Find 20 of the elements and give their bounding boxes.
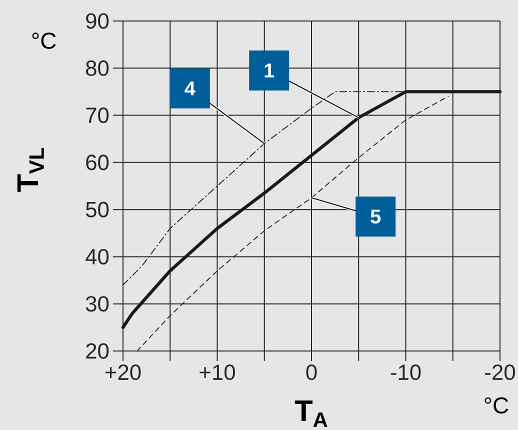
x-tick-label: 0 xyxy=(306,364,317,380)
y-tick-label: 90 xyxy=(86,13,109,29)
text: 4 xyxy=(184,82,196,96)
text: 1 xyxy=(264,64,274,78)
text: °C xyxy=(32,32,56,49)
y-tick-label: 30 xyxy=(86,296,109,312)
x-tick-label: -20 xyxy=(485,364,515,380)
y-axis-title: T$_{VL}$ xyxy=(17,148,44,192)
y-tick-label: 40 xyxy=(86,248,109,264)
x-tick-label: +20 xyxy=(105,364,141,380)
y-tick-label: 20 xyxy=(86,343,109,359)
x-tick-label: +10 xyxy=(200,364,235,380)
y-tick-label: 60 xyxy=(86,154,109,170)
y-tick-label: 50 xyxy=(86,202,109,218)
y-tick-label: 70 xyxy=(86,108,109,124)
x-axis-title: T$_{A}$ xyxy=(294,400,328,427)
y-tick-label: 80 xyxy=(86,60,109,76)
x-tick-label: -10 xyxy=(390,364,421,380)
text: 5 xyxy=(370,210,381,224)
text: °C xyxy=(484,397,508,414)
